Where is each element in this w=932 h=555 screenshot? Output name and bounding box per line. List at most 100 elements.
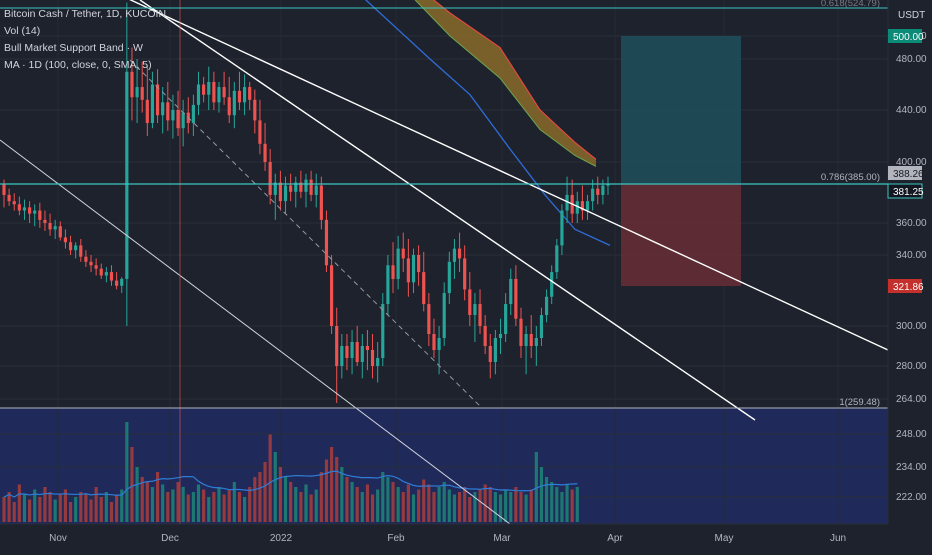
candle-body bbox=[22, 207, 27, 211]
x-tick-label: Apr bbox=[607, 533, 623, 544]
candle-body bbox=[53, 226, 57, 230]
candle-body bbox=[237, 90, 242, 103]
x-tick-label: Mar bbox=[493, 533, 511, 544]
price-axis[interactable]: 500.00 480.00 440.00 400.00 360.00 340.00 300.… bbox=[887, 0, 932, 550]
candle-body bbox=[248, 87, 252, 100]
candle-body bbox=[596, 188, 600, 195]
position-target-zone bbox=[621, 36, 741, 184]
candle-body bbox=[457, 248, 462, 259]
candle-body bbox=[442, 293, 446, 338]
volume-bar bbox=[263, 462, 267, 522]
legend-vol[interactable]: Vol (14) bbox=[4, 25, 41, 37]
volume-bar bbox=[242, 497, 247, 522]
candle-body bbox=[406, 258, 410, 283]
candle-body bbox=[12, 201, 16, 205]
volume-bar bbox=[330, 447, 334, 522]
volume-bar bbox=[570, 489, 574, 522]
candle-body bbox=[273, 182, 277, 195]
volume-bar bbox=[248, 487, 252, 522]
volume-bar bbox=[176, 482, 180, 522]
band-upper-line bbox=[432, 0, 597, 160]
volume-bar bbox=[468, 497, 472, 522]
candle-body bbox=[447, 261, 451, 294]
candle-body bbox=[104, 272, 108, 276]
volume-bar bbox=[232, 482, 236, 522]
candle-body bbox=[350, 342, 354, 358]
trend-line-lower bbox=[139, 0, 756, 421]
candle-body bbox=[227, 97, 231, 116]
volume-bar bbox=[125, 422, 129, 522]
volume-bar bbox=[417, 489, 421, 522]
candle-body bbox=[68, 242, 73, 251]
volume-bar bbox=[529, 489, 533, 522]
candle-body bbox=[381, 304, 385, 358]
candle-body bbox=[242, 87, 247, 103]
candle-body bbox=[360, 346, 364, 362]
candle-body bbox=[452, 248, 457, 262]
volume-bar bbox=[48, 492, 52, 522]
time-axis[interactable]: Nov Dec 2022 Feb Mar Apr May Jun bbox=[0, 523, 888, 550]
y-tick-label: 300.00 bbox=[896, 321, 927, 332]
trend-lines[interactable] bbox=[0, 0, 889, 525]
candle-body bbox=[365, 346, 370, 350]
candle-body bbox=[519, 318, 523, 346]
volume-bar bbox=[191, 492, 195, 522]
volume-bar bbox=[504, 489, 508, 522]
candle-body bbox=[130, 71, 134, 98]
volume-bar bbox=[355, 487, 359, 522]
volume-bar bbox=[575, 487, 579, 522]
candle-body bbox=[585, 201, 590, 211]
candle-body bbox=[33, 210, 37, 214]
volume-bar bbox=[28, 499, 32, 522]
position-stop-zone bbox=[621, 184, 741, 286]
volume-bar bbox=[314, 489, 318, 522]
volume-bar bbox=[273, 452, 277, 522]
candle-body bbox=[120, 278, 124, 286]
volume-bar bbox=[2, 497, 6, 522]
candle-body bbox=[422, 272, 426, 305]
legend-band[interactable]: Bull Market Support Band · W bbox=[4, 42, 143, 54]
x-tick-label: 2022 bbox=[270, 533, 293, 544]
candle-body bbox=[504, 304, 508, 334]
volume-bar bbox=[304, 484, 308, 522]
candle-body bbox=[171, 110, 175, 121]
candle-body bbox=[555, 245, 559, 273]
y-tick-label: 480.00 bbox=[896, 54, 927, 65]
candle-body bbox=[534, 338, 538, 346]
volume-bar bbox=[360, 492, 364, 522]
candle-body bbox=[79, 245, 83, 257]
candle-body bbox=[544, 296, 549, 316]
volume-bar bbox=[120, 489, 124, 522]
candle-body bbox=[299, 182, 303, 192]
y-tick-label: 264.00 bbox=[896, 394, 927, 405]
candle-body bbox=[565, 194, 569, 211]
candle-body bbox=[591, 188, 595, 202]
volume-bar bbox=[155, 472, 160, 522]
legend-ma[interactable]: MA · 1D (100, close, 0, SMA, 5) bbox=[4, 59, 152, 71]
volume-bar bbox=[519, 492, 523, 522]
candle-body bbox=[43, 219, 47, 223]
volume-bar bbox=[560, 492, 564, 522]
legend-symbol[interactable]: Bitcoin Cash / Tether, 1D, KUCOIN bbox=[4, 8, 167, 20]
candle-body bbox=[401, 248, 405, 259]
candle-body bbox=[498, 334, 503, 338]
volume-bar bbox=[299, 492, 303, 522]
volume-bar bbox=[227, 489, 231, 522]
volume-bar bbox=[498, 494, 503, 522]
candle-body bbox=[345, 346, 349, 358]
volume-bar bbox=[324, 459, 329, 522]
candle-body bbox=[84, 256, 88, 262]
candle-body bbox=[222, 87, 226, 98]
x-tick-label: Dec bbox=[161, 533, 179, 544]
volume-bar bbox=[63, 489, 68, 522]
trend-line-dashed bbox=[129, 59, 483, 409]
volume-bar bbox=[514, 487, 518, 522]
candle-body bbox=[283, 185, 288, 202]
volume-bar bbox=[442, 482, 446, 522]
fib-levels[interactable] bbox=[0, 7, 888, 409]
volume-bars bbox=[2, 422, 579, 522]
position-tool[interactable] bbox=[621, 36, 741, 286]
volume-bar bbox=[68, 502, 73, 522]
